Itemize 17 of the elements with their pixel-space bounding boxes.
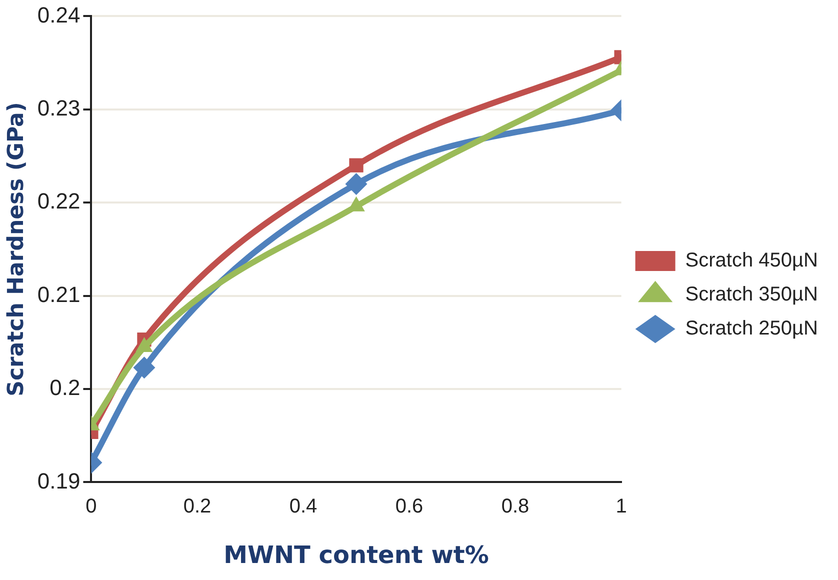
y-tick-label: 0.21	[37, 282, 80, 307]
y-tick-label: 0.19	[37, 468, 80, 494]
x-tick-label: 0.6	[395, 496, 424, 518]
legend-label: Scratch 350µN	[685, 284, 818, 306]
y-tick-label: 0.23	[37, 95, 80, 120]
y-axis-title: Scratch Hardness (GPa)	[4, 102, 29, 396]
x-tick-label: 0.8	[501, 496, 530, 518]
x-tick-label: 0.4	[289, 496, 318, 518]
legend-label: Scratch 450µN	[685, 250, 818, 272]
y-tick-label: 0.22	[37, 188, 80, 214]
x-axis-title: MWNT content wt%	[224, 540, 489, 569]
x-tick-label: 0.2	[183, 496, 212, 518]
y-tick-label: 0.24	[37, 2, 80, 28]
legend-label: Scratch 250µN	[685, 318, 818, 340]
x-tick-label: 0	[86, 496, 97, 518]
y-tick-label: 0.2	[50, 375, 80, 400]
x-tick-label: 1	[616, 496, 627, 518]
